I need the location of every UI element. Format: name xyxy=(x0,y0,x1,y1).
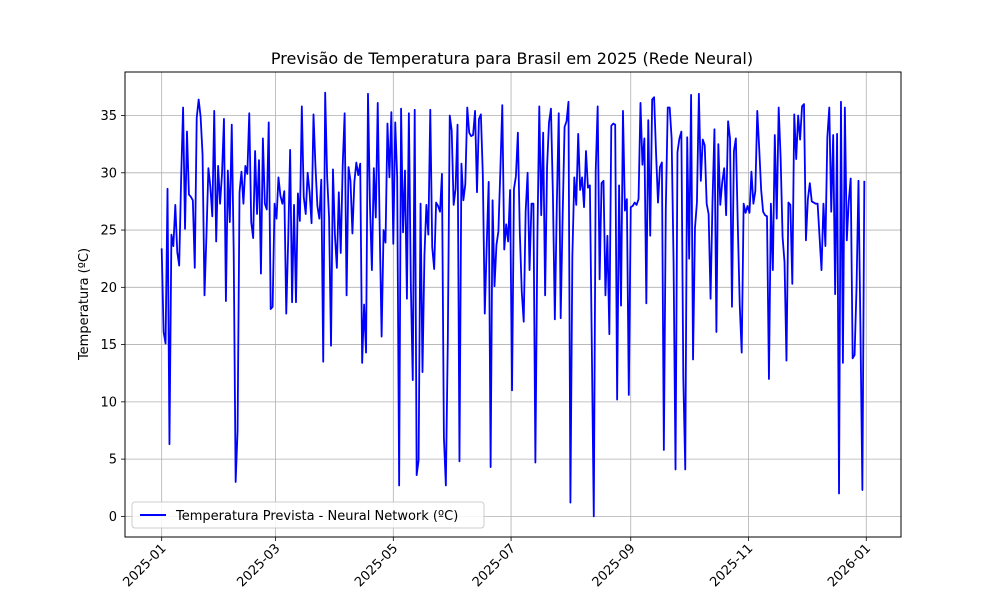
y-tick-label: 20 xyxy=(100,281,117,296)
x-axis: 2025-01 2025-03 2025-05 2025-07 2025-09 2025-… xyxy=(120,537,874,590)
legend-label: Temperatura Prevista - Neural Network (º… xyxy=(175,509,458,524)
x-tick-label: 2026-01 xyxy=(825,541,874,590)
chart-title: Previsão de Temperatura para Brasil em 2… xyxy=(271,49,753,68)
y-tick-label: 35 xyxy=(100,109,117,124)
x-tick-label: 2025-03 xyxy=(234,541,283,590)
plot-frame xyxy=(124,71,902,538)
x-tick-label: 2025-01 xyxy=(120,541,169,590)
series-layer xyxy=(160,91,866,518)
x-tick-label: 2025-11 xyxy=(707,541,756,590)
series-line-temperatura-prevista xyxy=(160,91,866,518)
y-tick-label: 15 xyxy=(100,338,117,353)
y-tick-label: 0 xyxy=(109,510,117,525)
y-tick-label: 25 xyxy=(100,224,117,239)
x-tick-label: 2025-07 xyxy=(470,541,519,590)
y-axis-label: Temperatura (ºC) xyxy=(77,248,92,361)
y-tick-label: 5 xyxy=(109,453,117,468)
y-tick-label: 10 xyxy=(100,395,117,410)
legend-box xyxy=(131,501,485,529)
y-tick-label: 30 xyxy=(100,166,117,181)
x-tick-label: 2025-05 xyxy=(352,541,401,590)
x-tick-label: 2025-09 xyxy=(590,541,639,590)
legend[interactable]: Temperatura Prevista - Neural Network (º… xyxy=(131,501,485,529)
y-axis: 0 5 10 15 20 25 30 35 xyxy=(100,109,125,525)
